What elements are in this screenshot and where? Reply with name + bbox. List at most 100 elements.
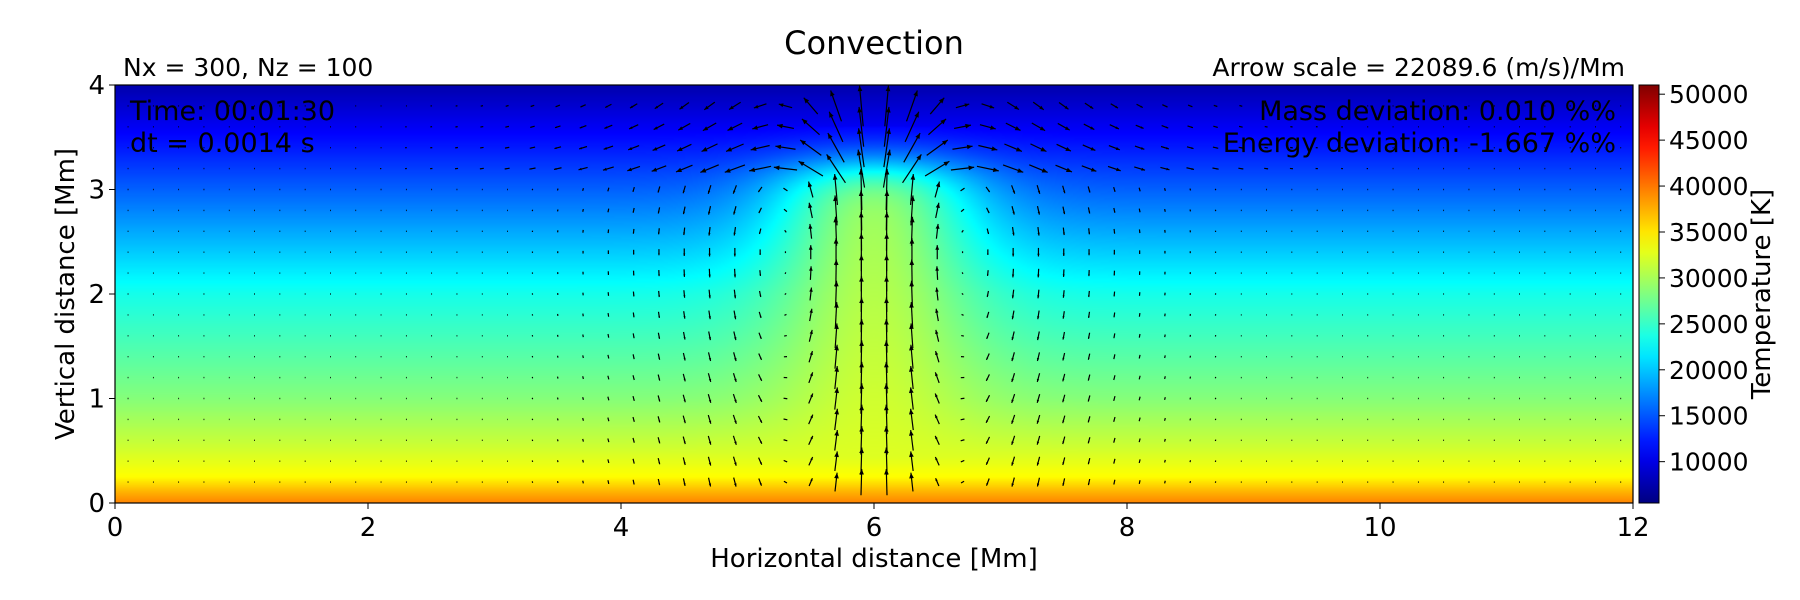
velocity-arrow-head <box>658 357 661 360</box>
velocity-arrow-head <box>658 399 661 402</box>
velocity-arrow-head <box>1064 105 1069 110</box>
x-tick-label: 8 <box>1119 513 1136 543</box>
velocity-arrow-head <box>809 266 813 271</box>
velocity-arrow-head <box>1189 419 1191 421</box>
velocity-arrow-head <box>557 398 559 400</box>
velocity-arrow-head <box>759 357 762 360</box>
velocity-arrow-head <box>935 414 938 419</box>
velocity-arrow-head <box>683 462 686 465</box>
velocity-arrow-head <box>785 293 787 294</box>
velocity-arrow-head <box>759 399 762 402</box>
velocity-arrow-head <box>555 126 558 128</box>
velocity-arrow-head <box>582 419 584 421</box>
velocity-arrow-head <box>658 462 661 465</box>
velocity-arrow-head <box>1062 357 1065 361</box>
velocity-arrow-head <box>530 105 532 107</box>
velocity-arrow-head <box>430 168 431 169</box>
velocity-arrow-head <box>632 190 635 192</box>
velocity-arrow-head <box>608 378 610 380</box>
colorbar-tick-label: 35000 <box>1669 218 1749 247</box>
x-axis-ticks: 0 2 4 6 8 10 12 <box>107 503 1650 543</box>
colorbar: 10000 15000 20000 25000 30000 35000 40000 45000… <box>1638 80 1777 504</box>
velocity-arrow-head <box>1063 211 1066 215</box>
colorbar-tick-label: 15000 <box>1669 402 1749 431</box>
velocity-arrow-head <box>960 398 962 400</box>
y-axis-ticks: 0 1 2 3 4 <box>88 71 115 519</box>
velocity-arrow-head <box>785 335 787 337</box>
velocity-arrow-head <box>759 420 762 423</box>
velocity-arrow <box>827 132 845 163</box>
velocity-arrow-head <box>582 398 584 400</box>
velocity-arrow-head <box>1012 232 1015 236</box>
velocity-arrow-head <box>759 483 762 486</box>
velocity-arrow-head <box>1189 377 1191 379</box>
velocity-arrow-head <box>1011 399 1014 403</box>
velocity-arrow-head <box>964 103 970 108</box>
velocity-arrow-head <box>1062 274 1065 277</box>
velocity-arrow-head <box>582 294 584 296</box>
velocity-arrow-head <box>1266 105 1268 107</box>
velocity-arrow-head <box>1189 356 1191 358</box>
velocity-arrow-head <box>960 439 963 442</box>
velocity-arrow-head <box>582 377 584 379</box>
velocity-arrow-head <box>1189 336 1191 337</box>
velocity-arrow-head <box>1011 357 1014 362</box>
velocity-arrow-head <box>683 441 686 445</box>
velocity-arrow-head <box>633 315 635 318</box>
velocity-arrow-head <box>1036 462 1040 466</box>
velocity-arrow-head <box>991 146 998 151</box>
velocity-arrow-head <box>579 126 583 129</box>
velocity-arrow-head <box>759 253 761 256</box>
velocity-arrow-head <box>992 167 999 173</box>
velocity-arrow-head <box>935 308 939 314</box>
velocity-arrow-head <box>961 335 963 337</box>
velocity-arrow-head <box>834 472 839 479</box>
velocity-arrow-head <box>786 419 788 421</box>
velocity-arrow-head <box>961 314 963 316</box>
velocity-arrow-head <box>1062 253 1065 256</box>
velocity-arrow-head <box>966 144 973 150</box>
velocity-arrow-head <box>1017 168 1024 173</box>
velocity-arrow-head <box>1011 337 1014 341</box>
velocity-arrow-head <box>759 315 762 318</box>
velocity-arrow-head <box>809 329 813 335</box>
velocity-arrow-head <box>1165 126 1169 129</box>
velocity-arrow-head <box>1088 232 1091 235</box>
velocity-arrow-head <box>914 111 919 118</box>
velocity-arrow-head <box>1164 440 1166 442</box>
velocity-arrow-head <box>734 483 737 487</box>
velocity-arrow-head <box>1062 232 1065 236</box>
velocity-arrow-head <box>1063 190 1066 194</box>
x-tick-label: 10 <box>1363 513 1396 543</box>
y-tick-label: 4 <box>88 71 105 101</box>
velocity-arrow-head <box>1062 378 1065 382</box>
velocity-arrow-head <box>1138 440 1140 443</box>
velocity-arrow-head <box>759 294 762 297</box>
velocity-arrow-head <box>1190 105 1193 107</box>
velocity-arrow-head <box>809 287 813 292</box>
velocity-arrow-head <box>1189 273 1191 275</box>
velocity-arrow-head <box>657 190 660 193</box>
velocity-arrow-head <box>935 393 938 398</box>
velocity-arrow-head <box>607 210 609 213</box>
velocity-arrow-head <box>658 253 660 256</box>
velocity-arrow-head <box>633 461 635 464</box>
y-tick-label: 0 <box>88 489 105 519</box>
velocity-arrow-head <box>1065 146 1071 152</box>
velocity-arrow-head <box>1140 105 1143 108</box>
velocity-arrow-head <box>962 209 965 211</box>
velocity-arrow-head <box>1164 336 1166 338</box>
velocity-arrow-head <box>960 460 963 462</box>
velocity-arrow-head <box>1037 253 1040 257</box>
velocity-arrow-head <box>734 462 737 466</box>
velocity-arrow-head <box>702 126 709 131</box>
velocity-arrow-head <box>856 149 862 156</box>
velocity-arrow-head <box>557 440 559 442</box>
velocity-arrow-head <box>683 336 686 340</box>
velocity-arrow-head <box>1036 357 1040 362</box>
colorbar-tick-label: 40000 <box>1669 172 1749 201</box>
velocity-arrow-head <box>1011 274 1015 278</box>
velocity-arrow-head <box>582 440 584 442</box>
velocity-arrow-head <box>1317 168 1318 169</box>
velocity-arrow-head <box>733 274 737 278</box>
